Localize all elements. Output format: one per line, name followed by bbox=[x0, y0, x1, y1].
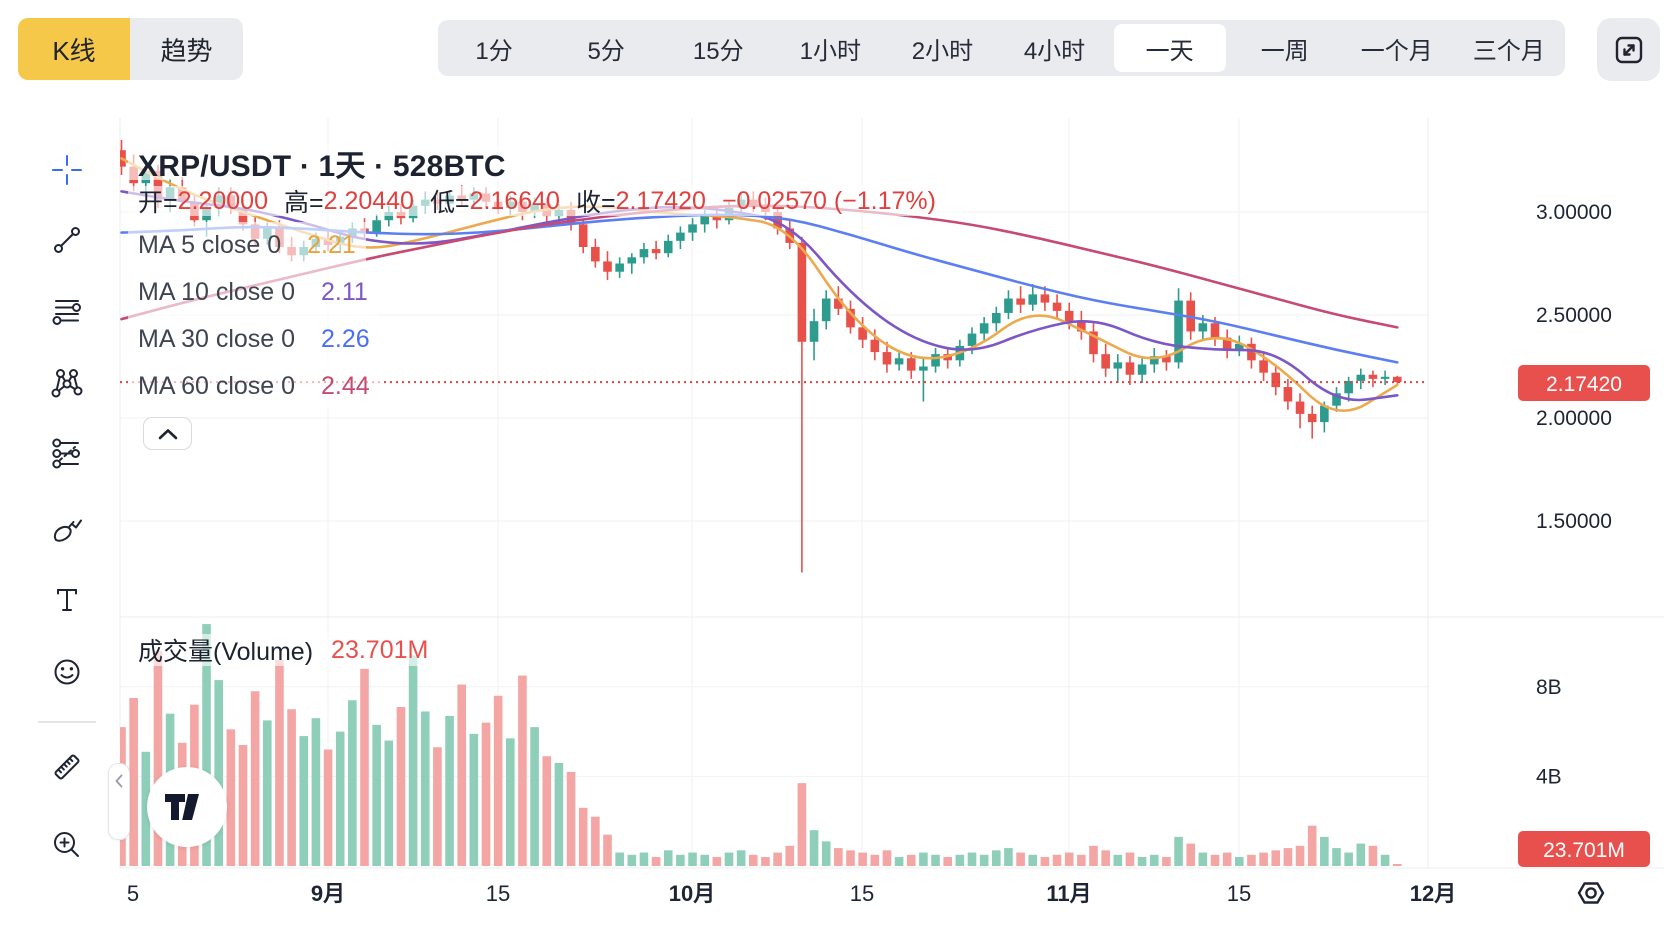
close-label: 收= bbox=[575, 189, 616, 217]
ma-row-4: MA 60 close 0 2.44 bbox=[128, 363, 380, 410]
ma-label: MA 10 close 0 bbox=[138, 278, 296, 306]
ma-label: MA 5 close 0 bbox=[138, 231, 282, 259]
interval-一天[interactable]: 一天 bbox=[1113, 24, 1226, 72]
panel-collapse-tab[interactable] bbox=[108, 763, 130, 840]
interval-一个月[interactable]: 一个月 bbox=[1360, 37, 1433, 65]
ma-row-1: MA 5 close 0 2.21 bbox=[128, 222, 366, 269]
svg-text:4B: 4B bbox=[1536, 765, 1562, 788]
ruler-icon[interactable] bbox=[45, 745, 89, 789]
zoom-in-icon[interactable] bbox=[45, 823, 89, 867]
ma-value: 2.21 bbox=[307, 231, 356, 259]
interval-15分[interactable]: 15分 bbox=[692, 37, 744, 65]
interval-1分[interactable]: 1分 bbox=[475, 37, 513, 65]
chevron-left-icon bbox=[115, 774, 123, 788]
interval-selector: 1分 5分 15分 1小时 2小时 4小时 一天 一周 一个月 三个月 bbox=[438, 20, 1565, 76]
brush-icon[interactable] bbox=[45, 508, 89, 552]
chart-mode-toggle: K线 趋势 bbox=[18, 18, 243, 80]
toolbar-divider bbox=[38, 721, 96, 723]
projection-lines-icon[interactable] bbox=[45, 431, 89, 475]
last-volume-tag: 23.701M bbox=[1518, 831, 1650, 867]
chevron-up-icon bbox=[158, 428, 177, 439]
interval-2小时[interactable]: 2小时 bbox=[911, 37, 974, 65]
svg-text:8B: 8B bbox=[1536, 676, 1562, 699]
svg-text:5: 5 bbox=[127, 881, 139, 906]
gear-icon bbox=[1577, 882, 1605, 904]
svg-text:2.00000: 2.00000 bbox=[1536, 407, 1612, 430]
xabcd-pattern-icon[interactable] bbox=[45, 361, 89, 405]
interval-4小时[interactable]: 4小时 bbox=[1023, 37, 1086, 65]
open-label: 开= bbox=[138, 189, 178, 217]
interval-5分[interactable]: 5分 bbox=[587, 37, 625, 65]
svg-text:15: 15 bbox=[850, 881, 874, 906]
crosshair-icon[interactable] bbox=[45, 148, 89, 192]
emoji-icon[interactable] bbox=[45, 650, 89, 694]
horizontal-lines-icon[interactable] bbox=[45, 290, 89, 334]
price-axis[interactable]: 3.00000 2.50000 2.00000 1.50000 8B 4B bbox=[1536, 201, 1612, 788]
legend-collapse-button[interactable] bbox=[143, 417, 192, 450]
svg-text:23.701M: 23.701M bbox=[1543, 839, 1625, 862]
change-value: −0.02570 (−1.17%) bbox=[721, 186, 936, 215]
time-axis[interactable]: 5 9月 15 10月 15 11月 15 12月 bbox=[127, 881, 1456, 906]
interval-1小时[interactable]: 1小时 bbox=[799, 37, 861, 65]
svg-text:9月: 9月 bbox=[311, 881, 345, 906]
svg-text:10月: 10月 bbox=[669, 881, 715, 906]
ma-label: MA 60 close 0 bbox=[138, 372, 296, 400]
ma-value: 2.11 bbox=[321, 278, 368, 306]
high-value: 2.20440 bbox=[323, 186, 414, 215]
svg-text:3.00000: 3.00000 bbox=[1536, 201, 1612, 224]
high-label: 高= bbox=[283, 189, 324, 217]
settings-button[interactable] bbox=[1572, 876, 1610, 910]
volume-value: 23.701M bbox=[331, 635, 429, 664]
ohlc-row: 开= 2.20000 高= 2.20440 低= 2.16640 收= 2.17420 … bbox=[128, 186, 962, 217]
fullscreen-button[interactable] bbox=[1597, 18, 1660, 81]
svg-text:15: 15 bbox=[1227, 881, 1251, 906]
low-label: 低= bbox=[429, 189, 470, 217]
svg-text:12月: 12月 bbox=[1410, 881, 1456, 906]
volume-legend: 成交量(Volume) 23.701M bbox=[128, 634, 439, 666]
trend-tab[interactable]: 趋势 bbox=[130, 18, 243, 80]
ma-row-3: MA 30 close 0 2.26 bbox=[128, 316, 380, 363]
svg-text:11月: 11月 bbox=[1046, 881, 1091, 906]
kline-tab[interactable]: K线 bbox=[18, 18, 130, 80]
svg-text:1.50000: 1.50000 bbox=[1536, 510, 1612, 533]
tradingview-logo bbox=[147, 767, 227, 847]
ma-value: 2.44 bbox=[321, 372, 370, 400]
open-value: 2.20000 bbox=[177, 186, 268, 215]
ma-label: MA 30 close 0 bbox=[138, 325, 296, 353]
trend-line-icon[interactable] bbox=[45, 218, 89, 262]
ma-value: 2.26 bbox=[321, 325, 370, 353]
interval-一周[interactable]: 一周 bbox=[1260, 37, 1309, 65]
close-value: 2.17420 bbox=[615, 186, 706, 215]
svg-text:2.50000: 2.50000 bbox=[1536, 304, 1612, 327]
ma-row-2: MA 10 close 0 2.11 bbox=[128, 269, 378, 316]
chart-title: XRP/USDT · 1天 · 528BTC bbox=[128, 146, 516, 183]
low-value: 2.16640 bbox=[469, 186, 560, 215]
svg-text:2.17420: 2.17420 bbox=[1546, 373, 1622, 396]
text-icon[interactable] bbox=[45, 578, 89, 622]
interval-三个月[interactable]: 三个月 bbox=[1472, 37, 1545, 65]
last-price-tag: 2.17420 bbox=[1518, 365, 1650, 401]
volume-label: 成交量(Volume) bbox=[138, 638, 314, 666]
fullscreen-expand-icon bbox=[1615, 36, 1642, 63]
svg-text:15: 15 bbox=[486, 881, 510, 906]
